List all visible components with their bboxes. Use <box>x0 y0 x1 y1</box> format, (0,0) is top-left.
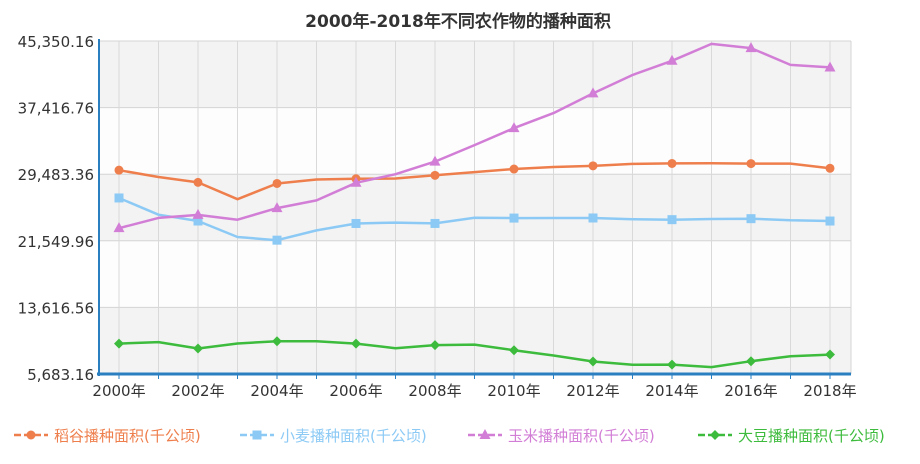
data-point <box>746 356 756 367</box>
series-4 <box>114 336 835 370</box>
data-point <box>746 159 756 169</box>
data-point <box>192 208 204 219</box>
data-point <box>351 338 361 349</box>
data-point <box>588 213 598 223</box>
series-line <box>118 339 831 369</box>
data-point <box>746 214 756 224</box>
data-point <box>745 42 757 53</box>
data-point <box>193 177 203 187</box>
y-axis-ticks: 5,683.16 13,616.56 21,549.96 29,483.36 37,41… <box>18 33 94 384</box>
x-tick-label: 2008年 <box>408 382 461 400</box>
data-point <box>114 165 124 175</box>
legend: 稻谷播种面积(千公顷) 小麦播种面积(千公顷) 玉米播种面积(千公顷) 大豆播种面积(… <box>14 427 885 445</box>
data-point <box>825 349 835 360</box>
y-tick-label: 45,350.16 <box>18 33 94 51</box>
legend-marker <box>710 430 720 440</box>
data-point <box>429 155 441 166</box>
x-tick-label: 2010年 <box>487 382 540 400</box>
x-tick-label: 2000年 <box>92 382 145 400</box>
chart-title: 2000年-2018年不同农作物的播种面积 <box>305 11 611 32</box>
y-tick-label: 21,549.96 <box>18 233 94 251</box>
series-3 <box>113 42 836 233</box>
series-2 <box>114 193 835 245</box>
data-point <box>509 164 519 174</box>
data-point <box>666 54 678 65</box>
data-point <box>430 340 440 351</box>
data-point <box>350 176 362 187</box>
data-point <box>667 359 677 370</box>
x-axis-ticks: 2000年 2002年 2004年 2006年 2008年 2010年 2012年 2014年… <box>92 374 857 400</box>
legend-label: 稻谷播种面积(千公顷) <box>54 427 201 445</box>
data-point <box>509 345 519 356</box>
legend-label: 玉米播种面积(千公顷) <box>508 427 655 445</box>
data-point <box>824 61 836 72</box>
x-tick-label: 2018年 <box>803 382 856 400</box>
x-tick-label: 2002年 <box>171 382 224 400</box>
data-point <box>272 235 282 245</box>
data-point <box>825 163 835 173</box>
y-tick-label: 37,416.76 <box>18 100 94 118</box>
series-line <box>118 162 831 201</box>
data-point <box>667 158 677 168</box>
data-point <box>588 356 598 367</box>
data-point <box>825 216 835 226</box>
legend-marker <box>479 429 491 439</box>
y-tick-label: 13,616.56 <box>18 299 94 317</box>
data-point <box>588 161 598 171</box>
data-point <box>509 213 519 223</box>
y-tick-label: 29,483.36 <box>18 166 94 184</box>
data-point <box>430 170 440 180</box>
data-point <box>114 338 124 349</box>
data-point <box>271 202 283 213</box>
x-tick-label: 2014年 <box>645 382 698 400</box>
x-tick-label: 2012年 <box>566 382 619 400</box>
legend-item: 稻谷播种面积(千公顷) <box>14 427 201 445</box>
data-point <box>193 343 203 354</box>
data-point <box>667 215 677 225</box>
data-point <box>587 87 599 98</box>
legend-marker <box>252 430 262 440</box>
data-point <box>193 216 203 226</box>
series-group <box>113 42 836 370</box>
data-point <box>508 122 520 133</box>
x-tick-label: 2006年 <box>329 382 382 400</box>
legend-item: 玉米播种面积(千公顷) <box>468 427 655 445</box>
data-point <box>114 193 124 203</box>
series-line <box>118 196 831 242</box>
x-tick-label: 2016年 <box>724 382 777 400</box>
series-line <box>118 42 831 230</box>
legend-item: 大豆播种面积(千公顷) <box>698 427 885 445</box>
data-point <box>351 218 361 228</box>
legend-item: 小麦播种面积(千公顷) <box>240 427 427 445</box>
grid <box>99 40 852 375</box>
data-point <box>272 336 282 347</box>
legend-label: 大豆播种面积(千公顷) <box>738 427 885 445</box>
data-point <box>113 222 125 233</box>
legend-label: 小麦播种面积(千公顷) <box>280 427 427 445</box>
legend-marker <box>26 430 36 440</box>
data-point <box>430 218 440 228</box>
x-tick-label: 2004年 <box>250 382 303 400</box>
y-tick-label: 5,683.16 <box>27 366 94 384</box>
data-point <box>272 178 282 188</box>
